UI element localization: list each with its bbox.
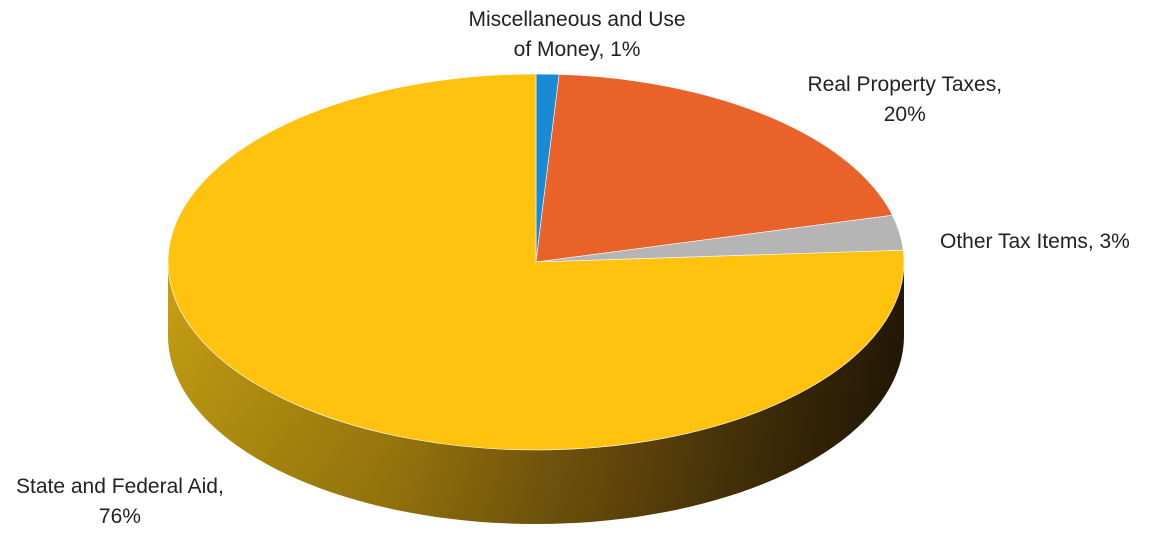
slice-real-property-taxes	[535, 74, 893, 263]
pie-top	[167, 73, 905, 451]
data-label-line: Miscellaneous and Use	[468, 8, 686, 31]
pie-side-wall	[168, 262, 904, 524]
data-label-real-property-taxes: Real Property Taxes, 20%	[808, 70, 1003, 130]
slice-state-and-federal-aid	[167, 73, 905, 451]
data-label-line: 20%	[883, 103, 926, 126]
data-label-state-and-federal-aid: State and Federal Aid, 76%	[16, 472, 224, 532]
data-label-line: Real Property Taxes,	[807, 73, 1003, 96]
data-label-miscellaneous-and-use-of-money: Miscellaneous and Use of Money, 1%	[469, 5, 686, 65]
data-label-line: of Money, 1%	[513, 38, 641, 61]
slice-side-shading	[168, 262, 904, 524]
data-label-other-tax-items: Other Tax Items, 3%	[940, 227, 1130, 257]
data-label-line: Other Tax Items, 3%	[940, 230, 1130, 253]
data-label-line: 76%	[98, 505, 141, 528]
data-label-line: State and Federal Aid,	[16, 475, 224, 498]
